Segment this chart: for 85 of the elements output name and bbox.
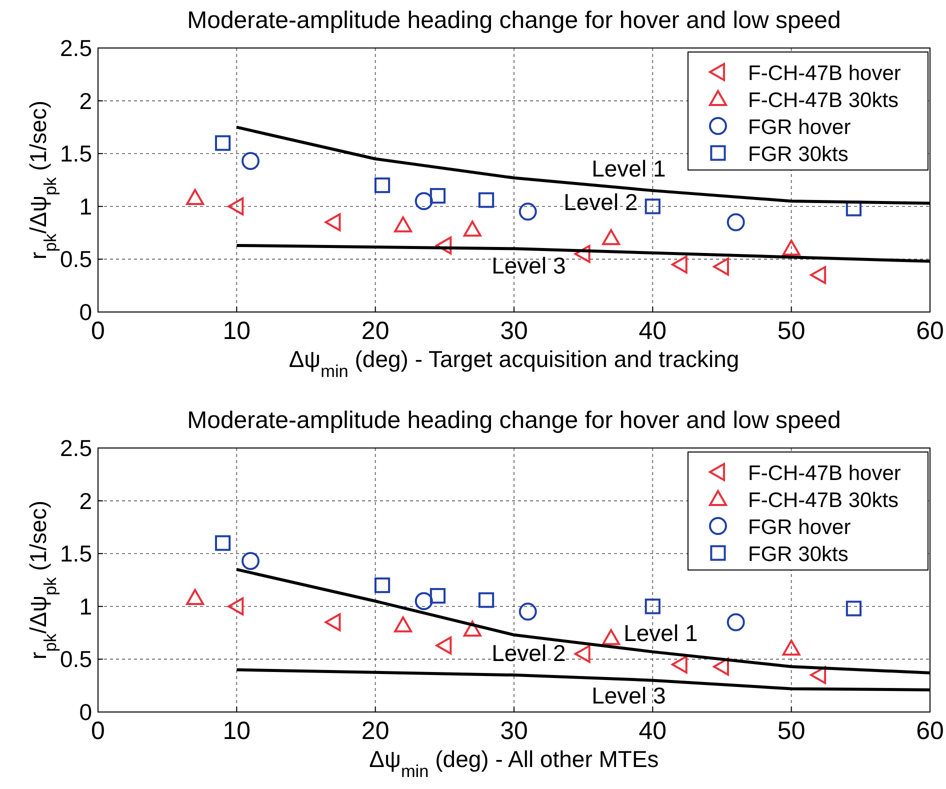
y-tick-label: 0.5 xyxy=(60,646,92,672)
x-tick-label: 20 xyxy=(361,317,390,345)
point xyxy=(463,220,482,237)
x-tick-label: 10 xyxy=(222,317,251,345)
y-tick-label: 0.5 xyxy=(60,246,92,272)
point xyxy=(242,552,260,570)
point xyxy=(324,613,341,632)
point xyxy=(518,602,537,621)
point xyxy=(644,198,660,214)
x-tick-label: 30 xyxy=(500,317,528,345)
point xyxy=(186,588,204,605)
legend-label: FGR hover xyxy=(748,116,851,139)
point xyxy=(324,213,341,232)
y-tick-label: 1.5 xyxy=(60,540,92,567)
point xyxy=(574,644,590,663)
x-axis-title: Δψ$_{min}$ (deg) - Target acquisition and tracking xyxy=(288,346,740,381)
x-tick-label: 50 xyxy=(777,717,806,745)
legend-label: F-CH-47B hover xyxy=(748,62,901,85)
point xyxy=(215,535,231,551)
point xyxy=(215,135,231,151)
x-tick-label: 40 xyxy=(638,717,667,745)
point xyxy=(810,266,826,284)
y-tick-label: 1 xyxy=(79,593,92,620)
x-axis-title: Δψ$_{min}$ (deg) - All other MTEs xyxy=(369,746,659,781)
point xyxy=(726,213,745,232)
point xyxy=(414,592,433,610)
annotation: Level 1 xyxy=(624,620,698,646)
point xyxy=(414,192,433,210)
y-tick-label: 0 xyxy=(79,299,92,325)
y-tick-label: 2 xyxy=(79,488,92,514)
x-tick-label: 20 xyxy=(361,717,390,745)
annotation: Level 3 xyxy=(592,682,666,709)
y-tick-label: 1.5 xyxy=(60,140,92,167)
x-tick-label: 60 xyxy=(916,717,944,745)
point xyxy=(846,600,862,616)
annotation: Level 1 xyxy=(592,156,666,182)
point xyxy=(671,655,688,674)
point xyxy=(713,258,729,276)
legend-label: FGR 30kts xyxy=(748,543,848,566)
legend-label: F-CH-47B 30kts xyxy=(748,489,899,512)
y-tick-label: 2.5 xyxy=(60,435,92,461)
point xyxy=(726,613,745,632)
y-tick-label: 2 xyxy=(79,88,92,114)
point xyxy=(518,202,537,221)
point xyxy=(374,177,390,194)
y-tick-label: 0 xyxy=(79,699,92,725)
point xyxy=(242,152,260,170)
point xyxy=(228,597,244,616)
point xyxy=(430,588,446,604)
x-tick-label: 30 xyxy=(500,717,528,745)
point xyxy=(782,240,800,256)
point xyxy=(713,658,729,676)
x-tick-label: 50 xyxy=(777,317,806,345)
point xyxy=(394,216,412,232)
x-tick-label: 40 xyxy=(638,317,667,345)
annotation: Level 3 xyxy=(492,252,566,278)
point xyxy=(436,236,452,254)
point xyxy=(436,636,452,654)
point xyxy=(186,188,204,205)
annotation: Level 2 xyxy=(564,189,638,216)
y-tick-label: 1 xyxy=(79,193,92,220)
point xyxy=(430,188,446,204)
point xyxy=(463,620,482,637)
x-tick-label: 60 xyxy=(916,317,944,345)
legend-label: F-CH-47B 30kts xyxy=(748,89,899,112)
point xyxy=(574,244,590,263)
point xyxy=(602,629,620,646)
point xyxy=(394,616,412,632)
point xyxy=(671,255,688,274)
x-tick-label: 10 xyxy=(222,717,251,745)
point xyxy=(374,577,390,594)
annotation: Level 2 xyxy=(492,640,566,666)
chart-title: Moderate-amplitude heading change for hover and low speed xyxy=(187,407,841,434)
legend-label: F-CH-47B hover xyxy=(748,462,901,485)
point xyxy=(478,592,494,608)
point xyxy=(810,666,826,684)
legend-label: FGR hover xyxy=(748,516,851,539)
y-tick-label: 2.5 xyxy=(60,35,92,61)
point xyxy=(782,640,800,656)
chart-title: Moderate-amplitude heading change for hover and low speed xyxy=(187,7,841,34)
point xyxy=(644,598,660,614)
point xyxy=(478,192,494,208)
legend-label: FGR 30kts xyxy=(748,143,848,166)
point xyxy=(602,229,620,246)
point xyxy=(228,197,244,216)
